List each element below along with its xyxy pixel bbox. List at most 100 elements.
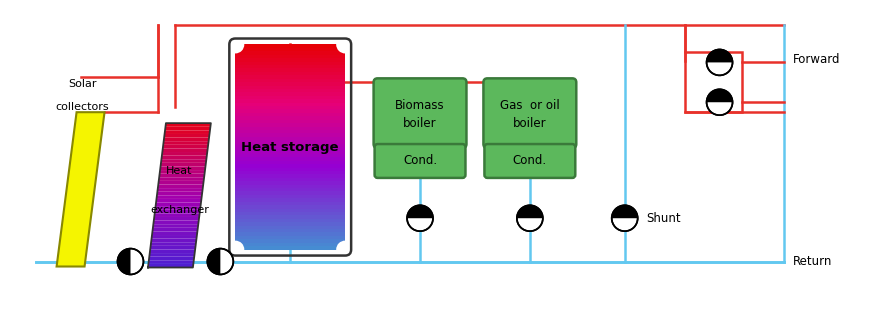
Circle shape — [706, 50, 731, 76]
Polygon shape — [153, 221, 198, 224]
Polygon shape — [162, 152, 207, 156]
Bar — [235, 195, 345, 198]
Bar — [235, 96, 345, 99]
Text: Gas  or oil: Gas or oil — [500, 99, 559, 112]
Text: Solar: Solar — [68, 79, 97, 89]
Circle shape — [706, 89, 731, 115]
Bar — [235, 147, 345, 150]
Wedge shape — [706, 50, 731, 62]
Bar — [235, 188, 345, 192]
Polygon shape — [157, 192, 202, 195]
Bar — [235, 178, 345, 181]
Polygon shape — [165, 123, 211, 127]
Bar — [235, 150, 345, 154]
Bar — [235, 185, 345, 188]
Circle shape — [118, 249, 143, 275]
Bar — [235, 174, 345, 178]
Bar — [235, 154, 345, 157]
Bar — [235, 239, 345, 243]
Bar — [235, 202, 345, 205]
Polygon shape — [155, 206, 200, 210]
Bar — [235, 246, 345, 250]
Polygon shape — [161, 159, 206, 163]
FancyBboxPatch shape — [483, 78, 576, 148]
Text: Cond.: Cond. — [512, 154, 546, 168]
Bar — [235, 127, 345, 130]
Polygon shape — [151, 235, 197, 239]
Polygon shape — [156, 199, 201, 202]
Circle shape — [516, 205, 543, 231]
Polygon shape — [158, 181, 204, 184]
Bar — [235, 51, 345, 55]
Bar — [684, 52, 741, 112]
Bar — [235, 208, 345, 212]
Bar — [235, 103, 345, 106]
Text: boiler: boiler — [513, 117, 546, 130]
Bar — [235, 192, 345, 195]
Polygon shape — [148, 264, 193, 267]
Bar — [235, 161, 345, 164]
Polygon shape — [154, 217, 199, 221]
Bar — [235, 65, 345, 68]
Polygon shape — [160, 170, 205, 174]
Polygon shape — [163, 138, 209, 141]
Polygon shape — [162, 145, 208, 149]
Bar — [235, 85, 345, 89]
Text: boiler: boiler — [403, 117, 436, 130]
Polygon shape — [152, 228, 198, 232]
Polygon shape — [162, 149, 207, 152]
Circle shape — [335, 36, 354, 53]
Circle shape — [335, 241, 354, 259]
Polygon shape — [156, 195, 202, 199]
Bar — [235, 116, 345, 120]
Bar — [235, 164, 345, 168]
Text: Shunt: Shunt — [646, 212, 680, 225]
Circle shape — [226, 36, 244, 53]
Wedge shape — [516, 205, 543, 218]
Bar — [235, 68, 345, 72]
Text: Heat: Heat — [166, 166, 192, 176]
Text: Return: Return — [792, 255, 831, 268]
Bar — [235, 232, 345, 236]
Polygon shape — [155, 202, 201, 206]
Bar — [235, 205, 345, 208]
Text: exchanger: exchanger — [150, 205, 209, 215]
Polygon shape — [150, 246, 196, 250]
Polygon shape — [162, 156, 206, 159]
Polygon shape — [148, 257, 194, 260]
Bar — [235, 89, 345, 92]
Bar — [235, 222, 345, 226]
Polygon shape — [149, 250, 195, 253]
Polygon shape — [161, 163, 205, 167]
Bar — [235, 157, 345, 161]
Wedge shape — [407, 205, 433, 218]
Bar — [235, 171, 345, 174]
Text: Forward: Forward — [792, 53, 839, 66]
Bar — [235, 120, 345, 123]
Bar — [235, 226, 345, 229]
Bar — [235, 219, 345, 222]
Bar — [235, 137, 345, 140]
Bar — [235, 123, 345, 127]
Polygon shape — [159, 177, 204, 181]
Bar — [235, 133, 345, 137]
Circle shape — [407, 205, 433, 231]
Text: Heat storage: Heat storage — [241, 140, 339, 154]
Circle shape — [207, 249, 233, 275]
Polygon shape — [157, 188, 203, 192]
FancyBboxPatch shape — [373, 78, 466, 148]
Polygon shape — [164, 130, 210, 134]
Bar — [235, 168, 345, 171]
Polygon shape — [164, 134, 209, 138]
Text: collectors: collectors — [55, 102, 109, 112]
Bar — [235, 243, 345, 246]
Circle shape — [611, 205, 637, 231]
Bar — [235, 48, 345, 51]
Polygon shape — [151, 239, 197, 242]
Polygon shape — [155, 210, 200, 213]
Bar — [235, 198, 345, 202]
Bar — [235, 144, 345, 147]
Bar — [235, 229, 345, 232]
Polygon shape — [150, 242, 196, 246]
Bar — [235, 140, 345, 144]
